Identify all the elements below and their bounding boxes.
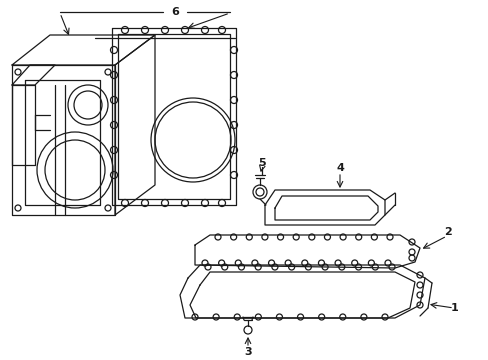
Text: 2: 2 [443, 227, 451, 237]
Text: 1: 1 [450, 303, 458, 313]
Text: 5: 5 [258, 158, 265, 168]
Text: 6: 6 [171, 7, 179, 17]
Text: 4: 4 [335, 163, 343, 173]
Text: 3: 3 [244, 347, 251, 357]
